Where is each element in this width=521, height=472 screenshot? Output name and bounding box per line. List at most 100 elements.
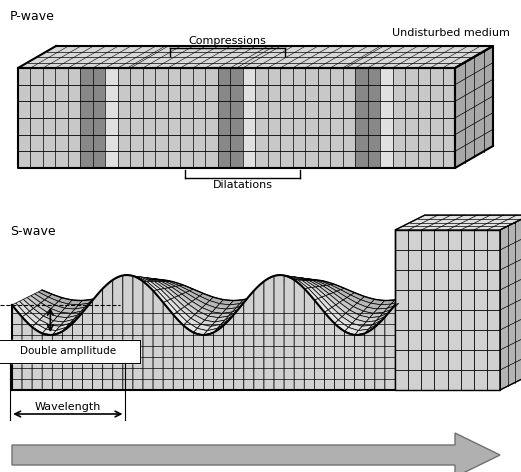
Polygon shape: [105, 68, 118, 168]
Polygon shape: [229, 308, 242, 316]
Polygon shape: [139, 279, 153, 281]
Polygon shape: [226, 303, 240, 309]
Polygon shape: [316, 287, 329, 295]
Polygon shape: [259, 287, 272, 296]
Polygon shape: [231, 307, 245, 318]
Polygon shape: [75, 303, 89, 309]
Polygon shape: [118, 68, 130, 168]
Polygon shape: [353, 303, 367, 312]
Polygon shape: [197, 324, 211, 331]
Polygon shape: [204, 332, 214, 390]
Polygon shape: [57, 312, 71, 318]
Polygon shape: [157, 289, 171, 301]
Polygon shape: [12, 303, 26, 317]
Polygon shape: [242, 299, 256, 308]
Polygon shape: [184, 304, 199, 315]
Polygon shape: [188, 302, 202, 311]
Polygon shape: [45, 297, 58, 305]
Text: Compressions: Compressions: [189, 36, 266, 46]
Polygon shape: [313, 281, 327, 286]
Polygon shape: [113, 275, 123, 390]
Polygon shape: [152, 278, 166, 282]
Polygon shape: [356, 315, 370, 322]
Polygon shape: [144, 278, 158, 281]
Polygon shape: [143, 281, 153, 390]
Polygon shape: [227, 310, 241, 322]
Polygon shape: [130, 277, 144, 278]
Polygon shape: [205, 68, 218, 168]
Polygon shape: [193, 68, 205, 168]
Polygon shape: [393, 300, 407, 309]
Polygon shape: [280, 68, 293, 168]
Polygon shape: [271, 277, 286, 281]
Polygon shape: [275, 278, 289, 281]
Polygon shape: [33, 306, 47, 316]
Polygon shape: [246, 296, 260, 304]
Polygon shape: [269, 281, 283, 288]
Polygon shape: [201, 320, 215, 326]
Polygon shape: [336, 303, 350, 313]
Polygon shape: [344, 328, 358, 335]
Polygon shape: [383, 305, 398, 312]
Polygon shape: [371, 299, 384, 305]
Polygon shape: [208, 312, 222, 318]
Polygon shape: [196, 296, 209, 304]
Polygon shape: [18, 46, 493, 68]
Polygon shape: [31, 68, 43, 168]
Polygon shape: [72, 310, 86, 323]
Polygon shape: [220, 300, 233, 305]
Polygon shape: [149, 279, 163, 280]
Polygon shape: [214, 322, 227, 332]
Polygon shape: [400, 295, 414, 306]
Polygon shape: [325, 310, 338, 323]
Polygon shape: [18, 68, 31, 168]
Polygon shape: [179, 285, 193, 291]
Polygon shape: [171, 297, 184, 310]
Polygon shape: [391, 298, 405, 304]
Polygon shape: [98, 293, 113, 300]
Polygon shape: [351, 293, 365, 300]
Polygon shape: [329, 293, 343, 303]
Polygon shape: [500, 215, 521, 390]
Polygon shape: [124, 277, 138, 280]
Polygon shape: [193, 332, 204, 390]
Polygon shape: [389, 301, 403, 314]
Polygon shape: [296, 278, 311, 279]
Polygon shape: [155, 68, 168, 168]
Polygon shape: [250, 294, 264, 301]
Polygon shape: [374, 308, 387, 313]
Polygon shape: [93, 288, 106, 300]
Polygon shape: [368, 68, 380, 168]
Polygon shape: [163, 303, 173, 390]
Polygon shape: [66, 317, 80, 328]
Polygon shape: [167, 299, 181, 312]
Polygon shape: [255, 68, 268, 168]
Polygon shape: [307, 278, 320, 281]
Polygon shape: [80, 68, 93, 168]
Text: Undisturbed medium: Undisturbed medium: [392, 28, 510, 38]
Polygon shape: [238, 299, 251, 312]
Polygon shape: [392, 68, 405, 168]
Polygon shape: [212, 308, 226, 313]
Polygon shape: [103, 280, 113, 390]
Polygon shape: [262, 281, 275, 289]
Polygon shape: [241, 297, 255, 310]
Polygon shape: [254, 281, 264, 390]
Polygon shape: [363, 307, 377, 313]
Polygon shape: [292, 277, 305, 280]
Polygon shape: [123, 275, 133, 390]
Polygon shape: [340, 300, 353, 310]
Polygon shape: [134, 277, 148, 278]
Polygon shape: [19, 299, 33, 312]
Polygon shape: [56, 323, 70, 330]
Polygon shape: [283, 278, 296, 282]
Polygon shape: [244, 291, 254, 390]
Polygon shape: [211, 320, 225, 326]
Polygon shape: [26, 312, 40, 323]
Polygon shape: [135, 278, 149, 281]
Polygon shape: [279, 278, 293, 282]
Polygon shape: [305, 280, 319, 287]
Polygon shape: [343, 297, 357, 307]
Polygon shape: [404, 294, 417, 303]
Polygon shape: [105, 290, 119, 297]
